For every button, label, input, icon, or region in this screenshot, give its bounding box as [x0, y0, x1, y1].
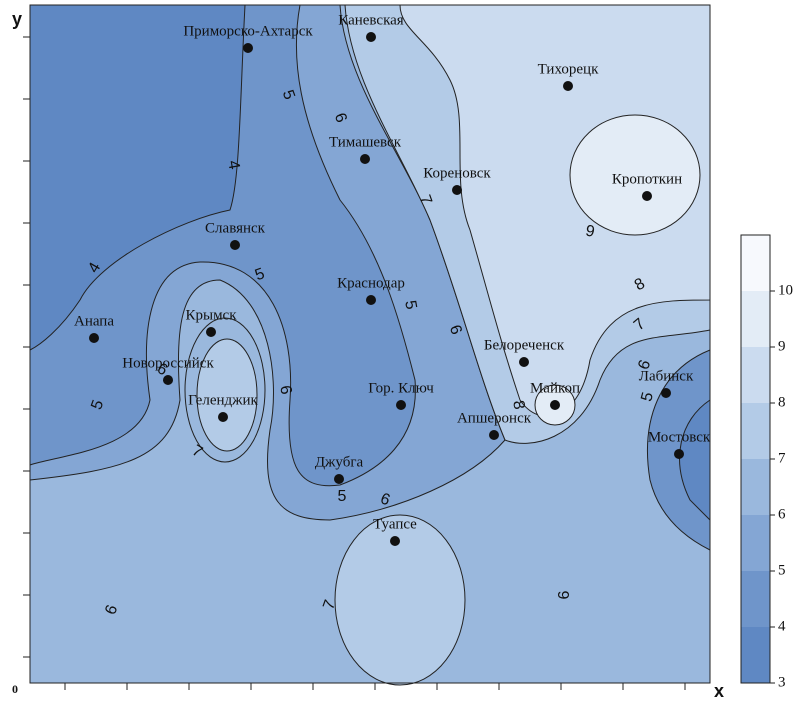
colorbar-tick-label: 9: [778, 338, 786, 354]
colorbar-band: [741, 235, 770, 291]
contour-label: 5: [401, 299, 419, 311]
city-dot: [360, 154, 370, 164]
colorbar-tick-label: 3: [778, 674, 786, 690]
city-dot: [206, 327, 216, 337]
colorbar-band: [741, 515, 770, 571]
region-9-10: [569, 114, 701, 236]
city-dot: [489, 430, 499, 440]
colorbar-tick-label: 8: [778, 394, 786, 410]
region-7-8: [334, 514, 466, 686]
contour-label: 6: [556, 590, 573, 599]
city-dot: [230, 240, 240, 250]
city-label: Мостовск: [648, 429, 711, 445]
city-dot: [674, 449, 684, 459]
colorbar-band: [741, 403, 770, 459]
city-label: Кропоткин: [612, 171, 682, 187]
contour-label: 4: [224, 159, 242, 171]
colorbar-tick-label: 6: [778, 506, 786, 522]
colorbar-band: [741, 291, 770, 347]
city-label: Приморско-Ахтарск: [183, 23, 313, 39]
axis-ticks: [23, 36, 686, 690]
plot-frame: [29, 4, 711, 684]
city-label: Майкоп: [530, 380, 580, 396]
contour-label: 5: [638, 390, 657, 403]
city-label: Джубга: [315, 454, 364, 470]
city-dot: [163, 375, 173, 385]
colorbar-band: [741, 627, 770, 683]
city-dot: [550, 400, 560, 410]
city-label: Тихорецк: [538, 61, 599, 77]
city-dot: [243, 43, 253, 53]
city-label: Туапсе: [373, 516, 417, 532]
colorbar-tick-label: 7: [778, 450, 786, 466]
city-label: Анапа: [74, 313, 114, 329]
x-axis-label: x: [714, 681, 724, 701]
region-7-8: [196, 338, 258, 452]
city-dot: [390, 536, 400, 546]
contour-label: 9: [584, 223, 596, 241]
city-label: Новороссийск: [122, 355, 214, 371]
city-dot: [89, 333, 99, 343]
colorbar-tick-label: 4: [778, 618, 786, 634]
colorbar: 3 4 5 6 7 8 9 10: [740, 234, 793, 690]
city-dot: [642, 191, 652, 201]
city-dot: [661, 388, 671, 398]
city-label: Славянск: [205, 220, 266, 236]
region-3-4: [29, 4, 246, 351]
city-label: Белореченск: [484, 337, 565, 353]
city-label: Геленджик: [188, 392, 258, 408]
colorbar-band: [741, 459, 770, 515]
city-dot: [334, 474, 344, 484]
city-dot: [366, 32, 376, 42]
city-label: Тимашевск: [329, 134, 402, 150]
city-dot: [563, 81, 573, 91]
y-axis-label: y: [12, 9, 22, 29]
origin-label: 0: [12, 682, 18, 696]
plot-area: [29, 4, 711, 686]
contour-label: 6: [276, 384, 294, 396]
colorbar-band: [741, 571, 770, 627]
city-label: Лабинск: [639, 368, 694, 384]
city-dot: [366, 295, 376, 305]
colorbar-tick-label: 10: [778, 282, 793, 298]
city-label: Крымск: [185, 307, 237, 323]
city-label: Кореновск: [423, 165, 491, 181]
city-dot: [519, 357, 529, 367]
region-8-9: [399, 4, 711, 417]
colorbar-tick-label: 5: [778, 562, 786, 578]
city-label: Гор. Ключ: [368, 380, 434, 396]
contour-label: 5: [338, 488, 347, 505]
city-dot: [452, 185, 462, 195]
cities: Приморско-Ахтарск Каневская Тихорецк Тимаше…: [74, 12, 711, 546]
city-dot: [218, 412, 228, 422]
colorbar-band: [741, 347, 770, 403]
city-label: Апшеронск: [457, 410, 532, 426]
contour-label: 8: [509, 399, 527, 411]
city-dot: [396, 400, 406, 410]
city-label: Краснодар: [337, 275, 405, 291]
city-label: Каневская: [338, 12, 404, 28]
